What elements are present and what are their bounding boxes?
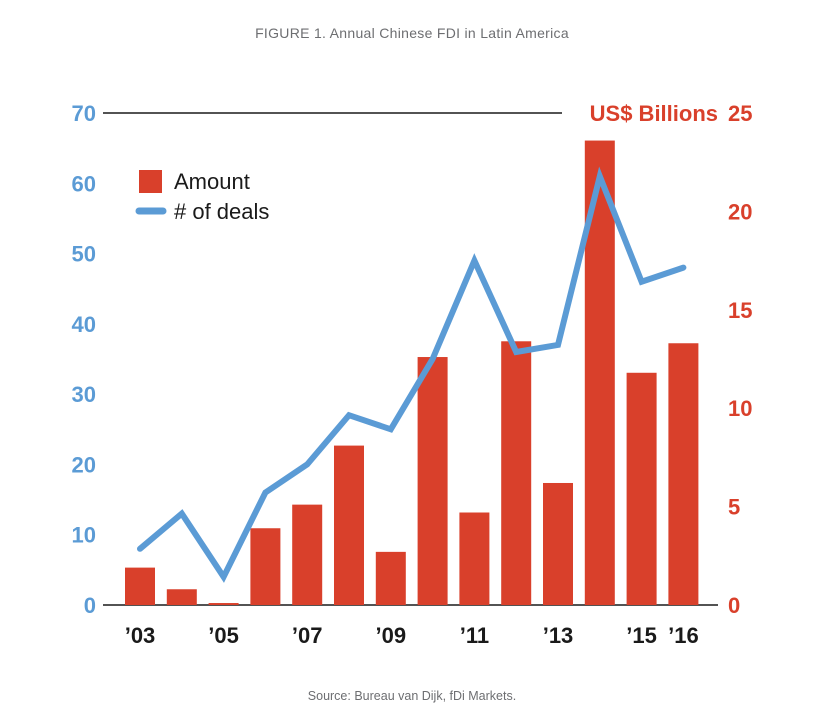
left-tick-label: 60 [72, 171, 96, 196]
left-tick-label: 10 [72, 523, 96, 548]
amount-bar [166, 589, 197, 605]
amount-bar [375, 551, 406, 605]
left-tick-label: 70 [72, 101, 96, 126]
x-tick-label: ’03 [125, 623, 156, 648]
left-tick-label: 20 [72, 452, 96, 477]
legend-amount-swatch [139, 170, 162, 193]
amount-bars [125, 140, 699, 605]
x-tick-label: ’09 [376, 623, 407, 648]
right-tick-label: 20 [728, 199, 752, 224]
right-tick-label: 5 [728, 495, 740, 520]
amount-bar [334, 445, 364, 605]
chart-title: FIGURE 1. Annual Chinese FDI in Latin Am… [255, 25, 569, 41]
right-tick-label: 10 [728, 396, 752, 421]
legend: Amount # of deals [135, 169, 269, 224]
right-axis-unit-label: US$ Billions [590, 101, 718, 126]
amount-bar [417, 357, 448, 605]
amount-bar [501, 341, 532, 605]
x-tick-label: ’05 [208, 623, 239, 648]
amount-bar [668, 343, 699, 605]
deals-line-layer [137, 166, 687, 583]
amount-bar [626, 372, 657, 605]
x-axis-ticks: ’03 ’05 ’07 ’09 ’11 ’13 ’15 ’16 [125, 623, 699, 648]
left-axis-ticks: 0 10 20 30 40 50 60 70 [72, 101, 96, 618]
x-tick-label: ’15 [626, 623, 657, 648]
amount-bar [250, 528, 281, 605]
amount-bar [125, 567, 155, 605]
amount-bar [208, 603, 239, 605]
right-tick-label: 25 [728, 101, 752, 126]
left-tick-label: 40 [72, 312, 96, 337]
amount-bar [292, 504, 323, 605]
legend-deals-label: # of deals [174, 199, 269, 224]
legend-amount-label: Amount [174, 169, 250, 194]
right-tick-label: 15 [728, 298, 752, 323]
amount-bar [543, 482, 573, 605]
x-tick-label: ’16 [668, 623, 699, 648]
deals-line [137, 166, 687, 583]
x-tick-label: ’13 [543, 623, 574, 648]
left-tick-label: 0 [84, 593, 96, 618]
x-tick-label: ’07 [292, 623, 323, 648]
left-tick-label: 50 [72, 242, 96, 267]
right-axis-ticks: 0 5 10 15 20 25 [728, 101, 752, 618]
source-note: Source: Bureau van Dijk, fDi Markets. [308, 689, 516, 703]
amount-bar [459, 512, 490, 605]
right-tick-label: 0 [728, 593, 740, 618]
left-tick-label: 30 [72, 382, 96, 407]
x-tick-label: ’11 [460, 623, 489, 648]
